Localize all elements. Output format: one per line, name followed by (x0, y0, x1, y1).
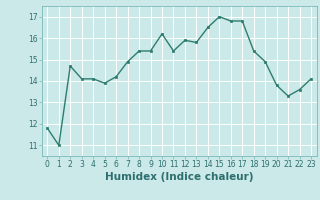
X-axis label: Humidex (Indice chaleur): Humidex (Indice chaleur) (105, 172, 253, 182)
